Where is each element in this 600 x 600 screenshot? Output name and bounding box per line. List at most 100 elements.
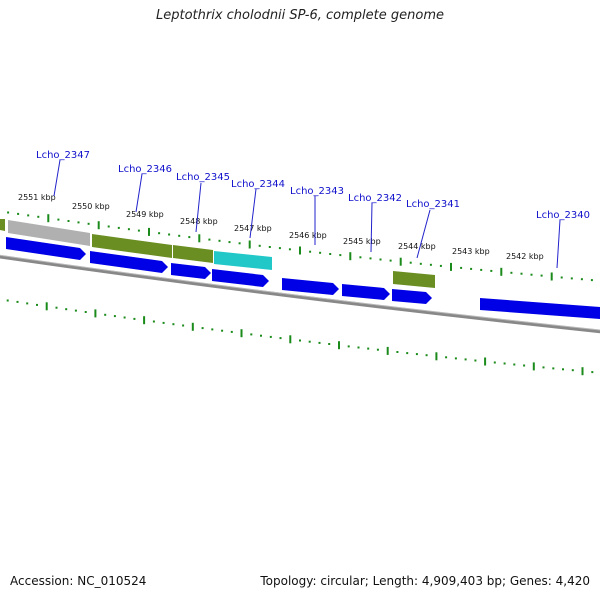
gene-label[interactable]: Lcho_2347 bbox=[36, 150, 90, 161]
scale-tick-minor bbox=[480, 268, 483, 271]
scale-tick-minor bbox=[113, 315, 116, 318]
scale-tick-minor bbox=[523, 364, 526, 367]
scale-tick-minor bbox=[470, 267, 473, 270]
scale-tick-minor bbox=[77, 221, 80, 224]
scale-tick-minor bbox=[513, 363, 516, 366]
gene-label[interactable]: Lcho_2344 bbox=[231, 179, 285, 190]
gene-arrow-2345[interactable] bbox=[171, 263, 211, 279]
scale-tick-major bbox=[240, 329, 243, 338]
gene-arrow-2346[interactable] bbox=[90, 251, 168, 273]
feature-bar-green-2345[interactable] bbox=[173, 245, 213, 263]
gene-arrow-2342[interactable] bbox=[342, 284, 390, 300]
scale-tick-minor bbox=[178, 234, 181, 237]
scale-tick-minor bbox=[87, 222, 90, 225]
scale-tick-minor bbox=[367, 347, 370, 350]
scale-tick-minor bbox=[218, 239, 221, 242]
scale-tick-minor bbox=[530, 273, 533, 276]
scale-tick-major bbox=[299, 246, 301, 255]
scale-tick-minor bbox=[464, 358, 467, 361]
scale-tick-minor bbox=[57, 218, 60, 221]
scale-tick-minor bbox=[308, 340, 311, 343]
feature-bar-green-2341[interactable] bbox=[393, 271, 435, 288]
scale-tick-major bbox=[45, 302, 48, 311]
gene-label[interactable]: Lcho_2343 bbox=[290, 186, 344, 197]
scale-tick-major bbox=[581, 367, 584, 376]
gene-label[interactable]: Lcho_2342 bbox=[348, 193, 402, 204]
scale-label: 2543 kbp bbox=[452, 247, 490, 256]
scale-tick-minor bbox=[571, 369, 574, 372]
scale-tick-minor bbox=[562, 368, 564, 371]
scale-tick-minor bbox=[493, 361, 496, 364]
scale-tick-minor bbox=[74, 309, 77, 312]
scale-tick-major bbox=[143, 316, 146, 325]
gene-label[interactable]: Lcho_2345 bbox=[176, 172, 230, 183]
accession-text: Accession: NC_010524 bbox=[10, 574, 147, 588]
gene-label-line bbox=[370, 202, 373, 253]
scale-tick-minor bbox=[123, 316, 126, 319]
scale-label: 2551 kbp bbox=[18, 193, 56, 202]
scale-tick-minor bbox=[474, 359, 477, 362]
scale-label: 2550 kbp bbox=[72, 202, 110, 211]
scale-tick-minor bbox=[228, 241, 231, 244]
scale-tick-major bbox=[500, 267, 503, 276]
gene-label-line bbox=[416, 209, 431, 259]
scale-label: 2544 kbp bbox=[398, 242, 436, 251]
scale-ticks-upper bbox=[7, 211, 593, 282]
scale-tick-minor bbox=[208, 238, 211, 241]
scale-tick-minor bbox=[182, 324, 185, 327]
scale-tick-major bbox=[484, 357, 487, 366]
scale-tick-minor bbox=[347, 345, 350, 348]
scale-tick-minor bbox=[409, 261, 412, 264]
scale-tick-minor bbox=[520, 272, 523, 275]
scale-tick-minor bbox=[188, 236, 191, 239]
scale-tick-minor bbox=[172, 323, 175, 326]
scale-tick-minor bbox=[359, 256, 362, 259]
scale-tick-minor bbox=[238, 242, 241, 245]
scale-tick-minor bbox=[37, 215, 40, 218]
scale-tick-minor bbox=[258, 244, 261, 247]
scale-tick-minor bbox=[299, 339, 301, 342]
scale-tick-minor bbox=[419, 262, 422, 265]
gene-arrow-2340[interactable] bbox=[480, 298, 600, 319]
gene-label[interactable]: Lcho_2340 bbox=[536, 210, 590, 221]
gene-arrow-2344[interactable] bbox=[212, 269, 269, 287]
feature-bar-green-2346[interactable] bbox=[92, 234, 172, 258]
gene-label[interactable]: Lcho_2346 bbox=[118, 164, 172, 175]
scale-tick-minor bbox=[415, 353, 418, 356]
scale-tick-minor bbox=[454, 357, 457, 360]
scale-tick-minor bbox=[201, 327, 204, 330]
scale-tick-minor bbox=[16, 300, 19, 303]
gene-arrow-2343[interactable] bbox=[282, 278, 339, 295]
gene-arrow-2347[interactable] bbox=[6, 237, 86, 260]
gene-label[interactable]: Lcho_2341 bbox=[406, 199, 460, 210]
feature-bar-green-left[interactable] bbox=[0, 219, 5, 231]
scale-tick-minor bbox=[26, 302, 29, 305]
scale-tick-major bbox=[435, 352, 438, 361]
gene-label-line bbox=[249, 188, 257, 239]
scale-tick-minor bbox=[406, 352, 409, 355]
scale-label: 2549 kbp bbox=[126, 210, 164, 219]
scale-tick-minor bbox=[329, 253, 332, 255]
scale-label: 2547 kbp bbox=[234, 224, 272, 233]
scale-tick-minor bbox=[162, 321, 165, 324]
scale-tick-minor bbox=[268, 246, 271, 248]
feature-bar-gray[interactable] bbox=[8, 220, 90, 246]
scale-tick-minor bbox=[369, 257, 372, 260]
gene-arrow-2341[interactable] bbox=[392, 289, 432, 304]
scale-tick-major bbox=[191, 322, 194, 331]
scale-tick-minor bbox=[540, 274, 543, 277]
scale-tick-minor bbox=[137, 229, 140, 232]
scale-tick-minor bbox=[84, 311, 87, 313]
scale-tick-minor bbox=[133, 317, 136, 320]
genome-backbone-highlight bbox=[0, 254, 600, 331]
gene-label-line bbox=[53, 159, 61, 197]
scale-label: 2546 kbp bbox=[289, 231, 327, 240]
scale-tick-minor bbox=[7, 211, 10, 214]
scale-tick-minor bbox=[445, 356, 448, 359]
scale-tick-minor bbox=[107, 225, 110, 228]
feature-bar-cyan-2344[interactable] bbox=[214, 251, 272, 270]
scale-tick-major bbox=[338, 341, 340, 350]
scale-label: 2548 kbp bbox=[180, 217, 218, 226]
